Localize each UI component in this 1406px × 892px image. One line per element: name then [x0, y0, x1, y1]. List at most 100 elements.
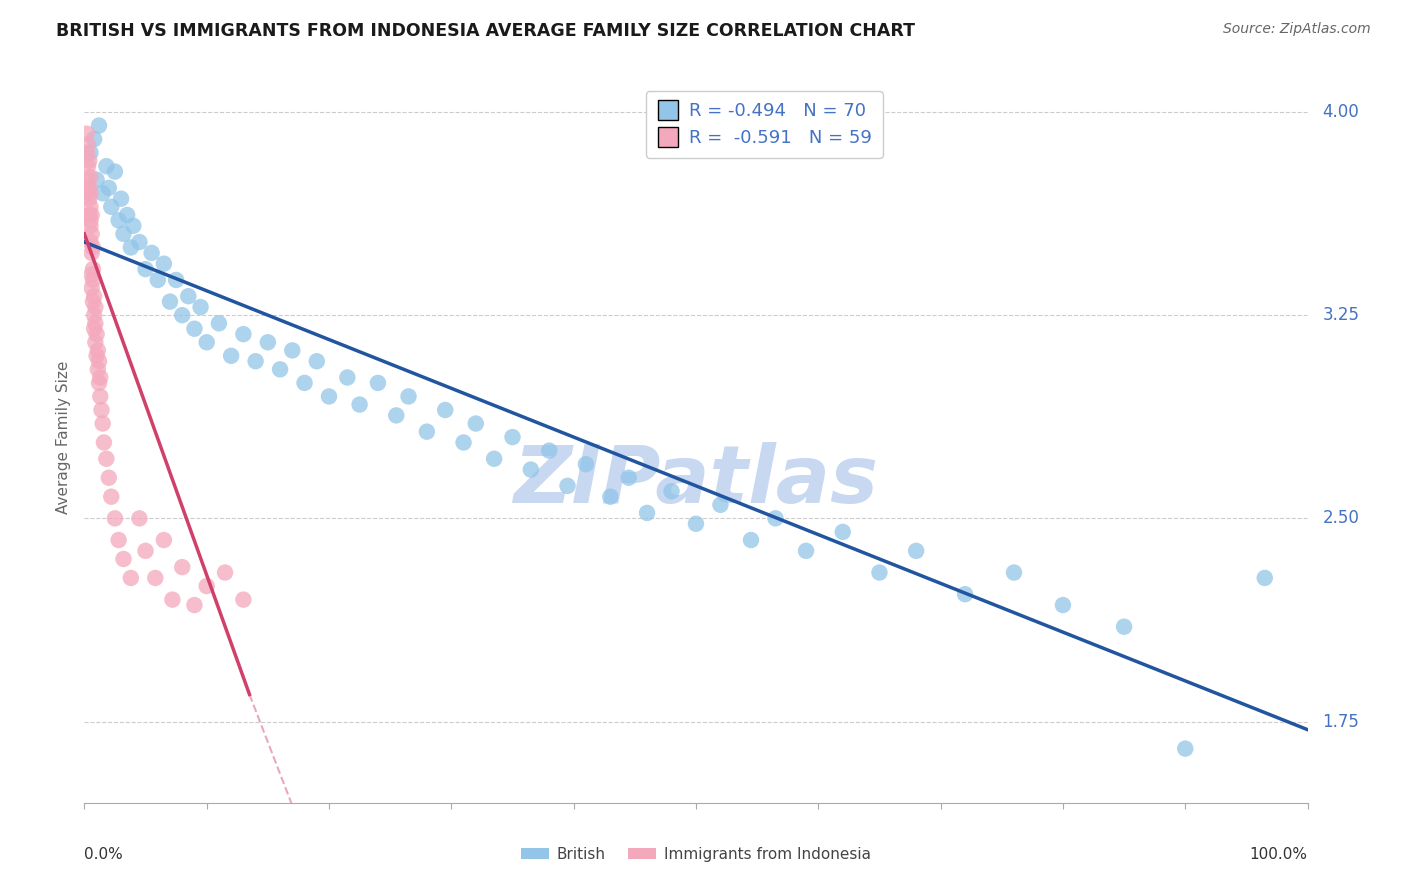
Point [115, 208, 138, 222]
Point [83, 308, 105, 322]
Point [219, 349, 242, 363]
Point [120, 571, 142, 585]
Point [107, 213, 129, 227]
Point [232, 327, 254, 342]
Point [90, 403, 112, 417]
Point [97, 181, 120, 195]
Point [84, 316, 107, 330]
Point [143, 571, 166, 585]
Point [177, 289, 200, 303]
Point [294, 376, 316, 390]
Point [91, 186, 114, 201]
Point [214, 566, 236, 580]
Point [87, 354, 110, 368]
Point [1002, 566, 1025, 580]
Point [398, 389, 420, 403]
Point [232, 592, 254, 607]
Point [165, 273, 187, 287]
Point [110, 192, 132, 206]
Point [128, 235, 150, 249]
Legend: British, Immigrants from Indonesia: British, Immigrants from Indonesia [515, 841, 877, 868]
Point [107, 533, 129, 547]
Point [86, 172, 108, 186]
Point [77, 186, 100, 201]
Point [80, 227, 103, 241]
Point [385, 409, 408, 423]
Point [269, 362, 291, 376]
Point [557, 479, 579, 493]
Point [245, 354, 267, 368]
Point [84, 335, 107, 350]
Point [1254, 571, 1277, 585]
Point [76, 127, 98, 141]
Point [464, 417, 486, 431]
Point [77, 159, 100, 173]
Point [104, 511, 127, 525]
Point [77, 153, 100, 168]
Text: 0.0%: 0.0% [84, 847, 124, 862]
Text: 100.0%: 100.0% [1250, 847, 1308, 862]
Point [82, 273, 104, 287]
Point [79, 186, 101, 201]
Point [87, 343, 110, 358]
Text: ZIPatlas: ZIPatlas [513, 442, 879, 520]
Point [100, 200, 122, 214]
Point [79, 235, 101, 249]
Text: 3.25: 3.25 [1322, 306, 1360, 324]
Point [905, 544, 928, 558]
Point [281, 343, 304, 358]
Point [538, 443, 561, 458]
Point [112, 552, 135, 566]
Point [77, 137, 100, 152]
Point [482, 451, 505, 466]
Point [122, 219, 145, 233]
Point [86, 349, 108, 363]
Point [869, 566, 891, 580]
Point [83, 322, 105, 336]
Point [83, 132, 105, 146]
Point [135, 544, 157, 558]
Point [83, 289, 105, 303]
Point [208, 316, 231, 330]
Point [91, 417, 114, 431]
Point [599, 490, 621, 504]
Point [765, 511, 787, 525]
Point [520, 462, 543, 476]
Point [1114, 620, 1136, 634]
Point [367, 376, 389, 390]
Point [120, 240, 142, 254]
Point [79, 219, 101, 233]
Point [80, 268, 103, 282]
Point [93, 435, 115, 450]
Point [82, 294, 104, 309]
Point [80, 208, 103, 222]
Point [416, 425, 439, 439]
Point [183, 322, 205, 336]
Point [76, 145, 98, 160]
Point [112, 227, 135, 241]
Point [159, 294, 181, 309]
Point [195, 579, 218, 593]
Point [87, 376, 110, 390]
Point [349, 398, 371, 412]
Point [104, 164, 127, 178]
Point [89, 389, 111, 403]
Y-axis label: Average Family Size: Average Family Size [56, 360, 72, 514]
Point [709, 498, 731, 512]
Point [434, 403, 457, 417]
Point [87, 119, 110, 133]
Point [153, 533, 176, 547]
Point [336, 370, 359, 384]
Point [831, 524, 853, 539]
Point [79, 200, 101, 214]
Point [146, 273, 169, 287]
Point [502, 430, 524, 444]
Point [575, 457, 598, 471]
Point [953, 587, 976, 601]
Point [80, 245, 103, 260]
Point [128, 511, 150, 525]
Point [740, 533, 762, 547]
Point [79, 213, 101, 227]
Point [153, 257, 176, 271]
Text: 1.75: 1.75 [1322, 713, 1360, 731]
